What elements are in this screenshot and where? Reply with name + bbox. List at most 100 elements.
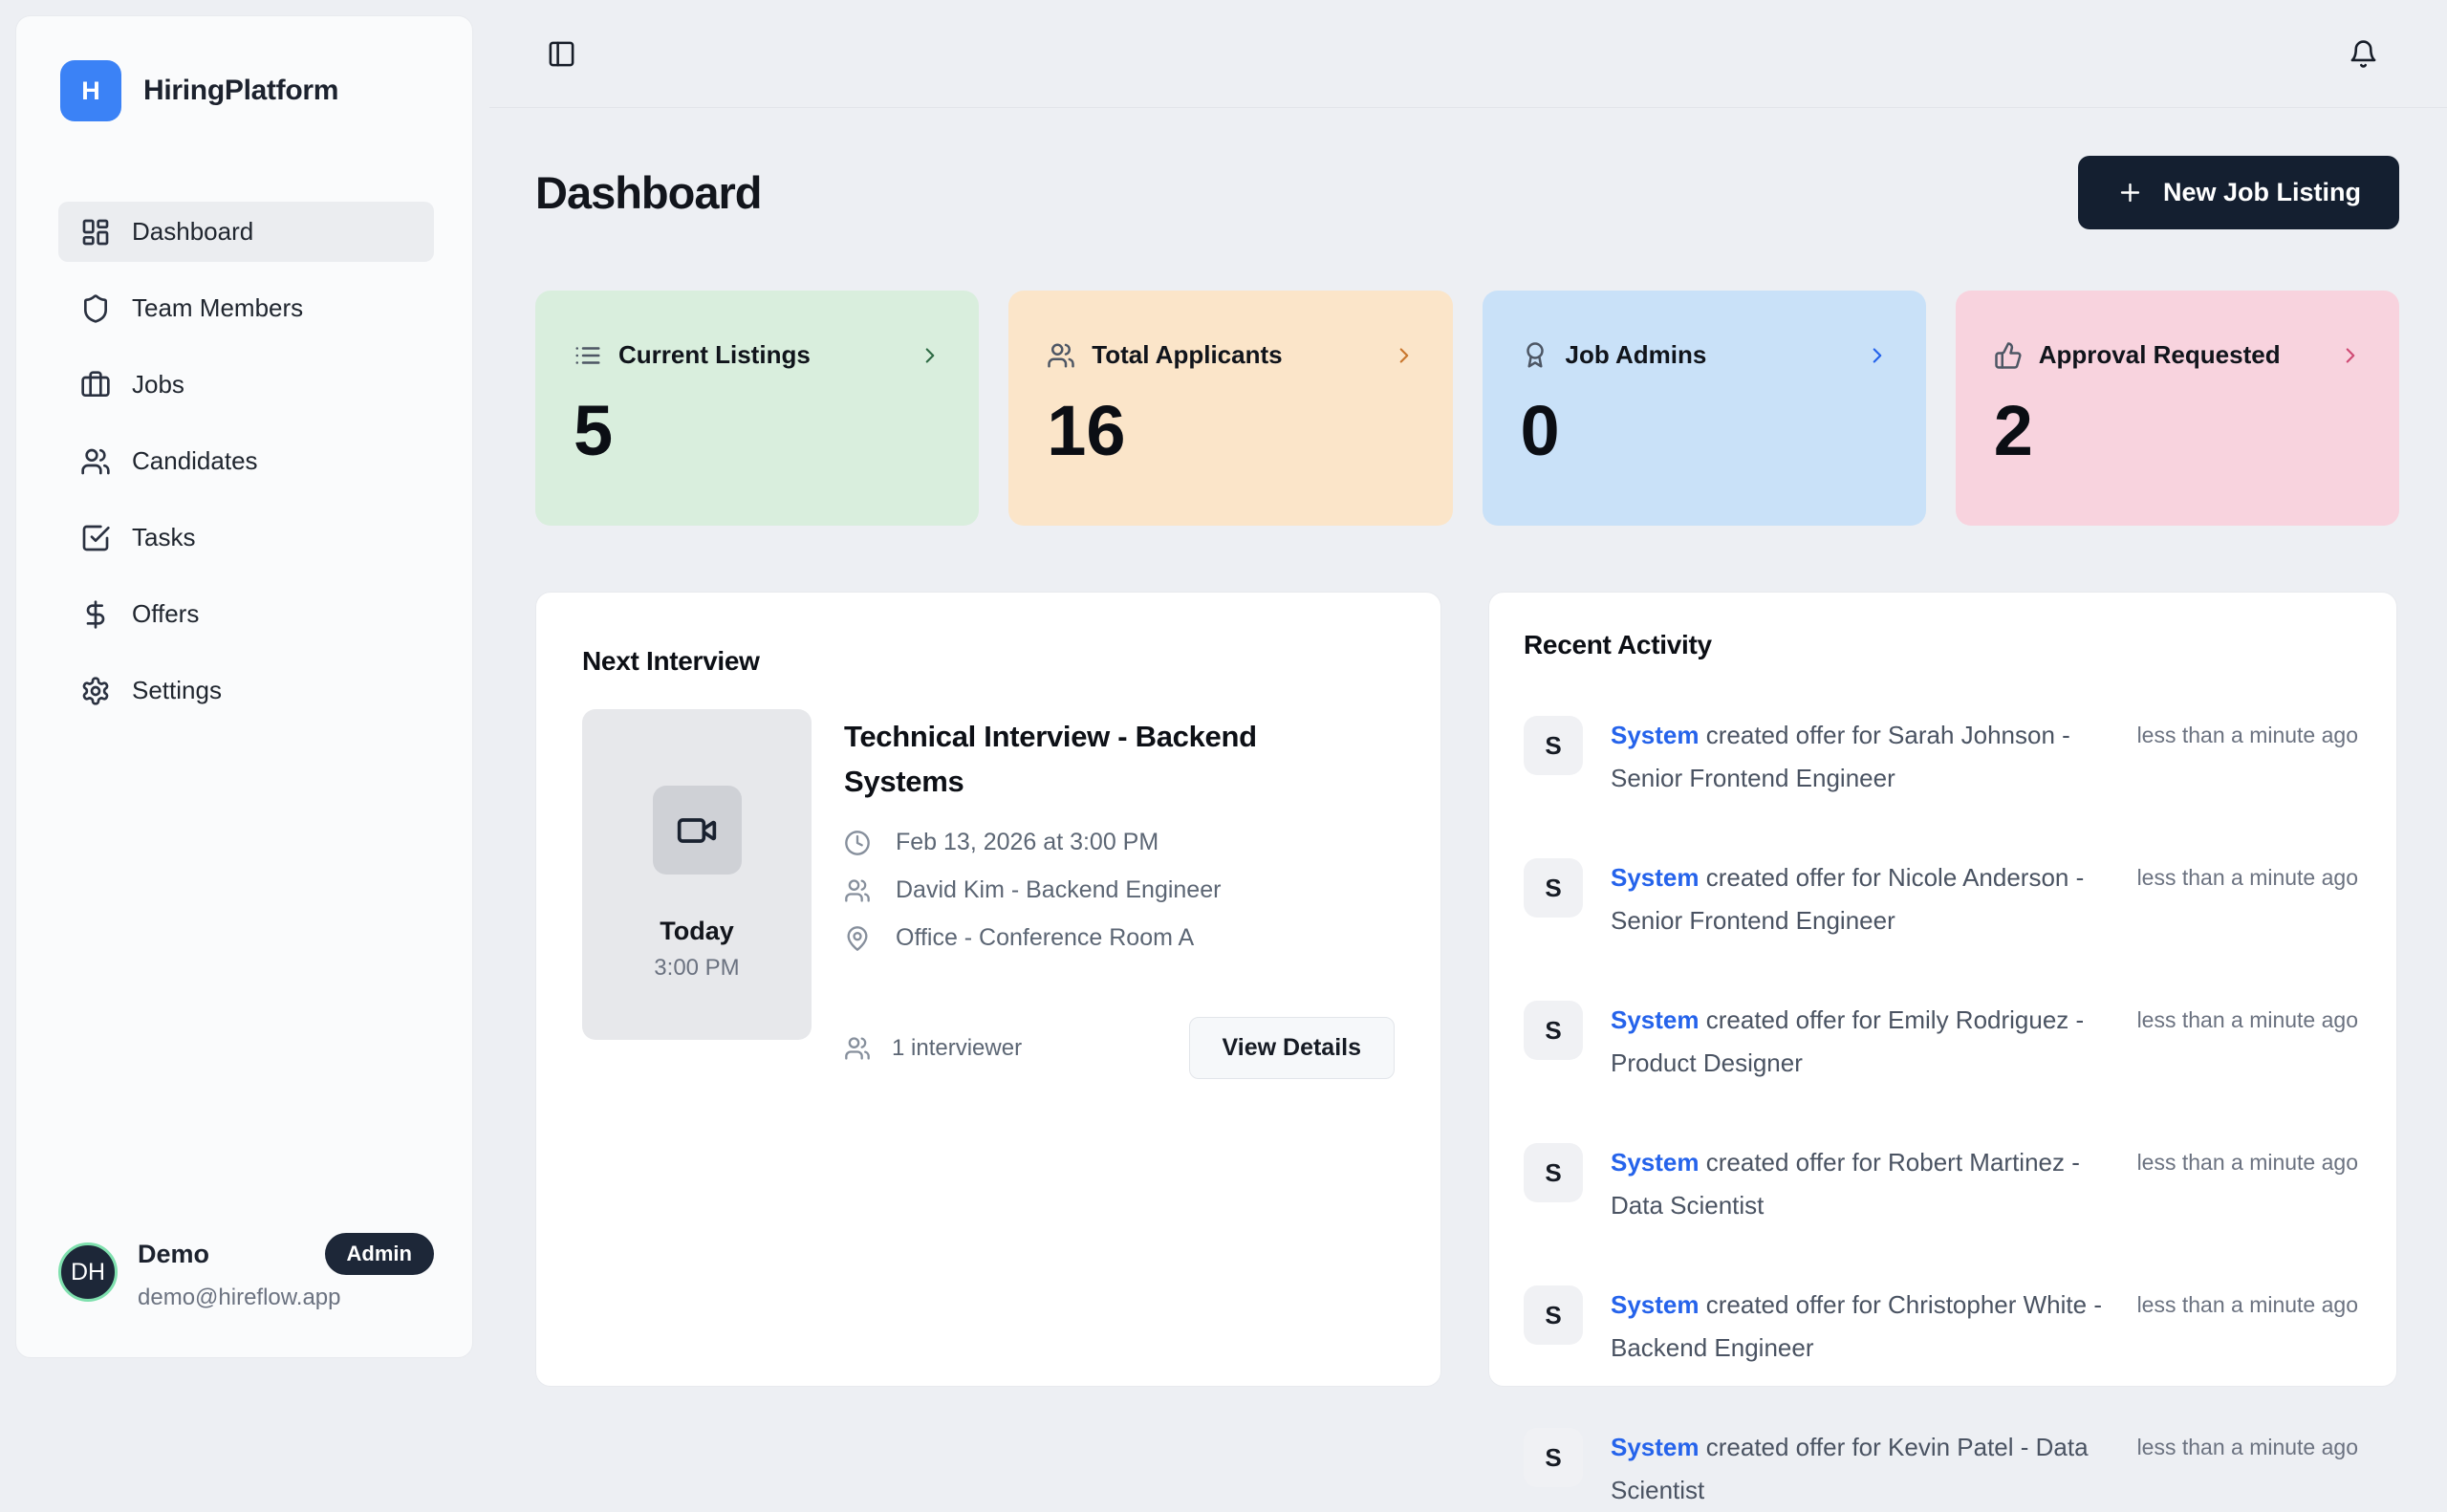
stat-value: 16 [1047,391,1126,470]
new-job-listing-button[interactable]: New Job Listing [2077,156,2399,229]
clock-icon [845,830,870,855]
recent-activity-title: Recent Activity [1524,630,1712,659]
activity-avatar: S [1524,1001,1583,1060]
sidebar-item-team-members[interactable]: Team Members [58,278,434,338]
activity-actor-link[interactable]: System [1611,1005,1700,1034]
activity-item: S System created offer for Christopher W… [1524,1285,2358,1370]
activity-actor-link[interactable]: System [1611,1290,1700,1319]
sidebar-item-label: Settings [132,676,222,704]
activity-avatar: S [1524,716,1583,775]
sidebar-item-offers[interactable]: Offers [58,584,434,644]
stat-card-current-listings[interactable]: Current Listings 5 [535,291,980,526]
activity-item: S System created offer for Emily Rodrigu… [1524,1001,2358,1085]
map-pin-icon [847,925,868,951]
activity-avatar: S [1524,1285,1583,1345]
interviewer-count: 1 interviewer [844,1035,1022,1062]
bell-icon[interactable] [2349,39,2378,69]
topbar [489,0,2447,108]
activity-list: S System created offer for Sarah Johnson… [1524,716,2358,1512]
shield-icon [84,293,107,323]
activity-item: S System created offer for Nicole Anders… [1524,858,2358,942]
sidebar-item-jobs[interactable]: Jobs [58,355,434,415]
users-icon [845,1036,870,1060]
activity-timestamp: less than a minute ago [2136,1435,2358,1459]
chevron-right-icon [2346,347,2355,363]
sidebar-item-settings[interactable]: Settings [58,660,434,721]
users-icon [81,448,110,474]
activity-actor-link[interactable]: System [1611,1148,1700,1177]
user-email: demo@hireflow.app [138,1285,341,1310]
stat-card-job-admins[interactable]: Job Admins 0 [1482,291,1926,526]
users-icon [845,878,870,902]
activity-actor-link[interactable]: System [1611,863,1700,892]
sidebar-item-tasks[interactable]: Tasks [58,508,434,568]
activity-actor-link[interactable]: System [1611,1433,1700,1461]
sidebar-item-dashboard[interactable]: Dashboard [58,202,434,262]
dollar-icon [86,599,105,629]
stat-label: Total Applicants [1092,340,1283,369]
activity-item: S System created offer for Kevin Patel -… [1524,1428,2358,1512]
sidebar-nav: Dashboard Team Members Jobs Candidates T… [58,202,434,721]
users-icon [1048,343,1074,367]
recent-activity-card: Recent Activity S System created offer f… [1488,592,2397,1504]
sidebar-item-label: Candidates [132,446,258,475]
briefcase-icon [81,370,110,397]
activity-actor-link[interactable]: System [1611,721,1700,749]
activity-text: System created offer for Sarah Johnson -… [1611,721,2070,792]
activity-text: System created offer for Nicole Anderson… [1611,863,2085,935]
activity-timestamp: less than a minute ago [2136,723,2358,747]
avatar: DH [58,1242,118,1302]
content: Dashboard New Job Listing Current Listin… [489,108,2447,1504]
brand-logo: H [60,60,121,121]
video-icon [677,817,717,843]
activity-timestamp: less than a minute ago [2136,1150,2358,1175]
sidebar: H HiringPlatform Dashboard Team Members … [15,15,473,1358]
stat-value: 2 [1993,391,2033,470]
next-interview-title: Next Interview [582,646,760,676]
activity-timestamp: less than a minute ago [2136,1007,2358,1032]
interview-time-label: 3:00 PM [654,955,740,981]
list-icon [575,346,600,364]
page-header: Dashboard New Job Listing [535,156,2399,229]
sidebar-item-label: Team Members [132,293,304,322]
interview-date-box: Today 3:00 PM [582,709,812,1040]
next-interview-card: Next Interview Today 3:00 PM Technical I… [535,592,1441,1387]
chevron-right-icon [1873,347,1882,363]
stat-card-total-applicants[interactable]: Total Applicants 16 [1008,291,1453,526]
plus-icon [2120,183,2140,203]
activity-text: System created offer for Kevin Patel - D… [1611,1433,2089,1504]
sidebar-item-label: Dashboard [132,217,254,246]
sidebar-item-label: Jobs [132,370,184,399]
brand-name: HiringPlatform [143,75,339,106]
stat-card-approval-requested[interactable]: Approval Requested 2 [1955,291,2399,526]
stat-label: Job Admins [1565,340,1707,369]
award-icon [1526,341,1544,367]
activity-item: S System created offer for Sarah Johnson… [1524,716,2358,800]
interview-location-row: Office - Conference Room A [844,924,1395,952]
chevron-right-icon [1399,347,1408,363]
activity-text: System created offer for Christopher Whi… [1611,1290,2102,1362]
activity-timestamp: less than a minute ago [2136,1292,2358,1317]
stat-value: 0 [1520,391,1560,470]
activity-text: System created offer for Emily Rodriguez… [1611,1005,2085,1077]
view-details-button[interactable]: View Details [1188,1017,1395,1079]
activity-avatar: S [1524,1143,1583,1202]
thumbs-up-icon [1995,341,2022,369]
sidebar-toggle-icon[interactable] [547,39,576,69]
role-badge: Admin [324,1233,434,1275]
user-profile[interactable]: DH Demo Admin demo@hireflow.app [58,1233,434,1311]
dashboard-icon [82,219,109,245]
activity-item: S System created offer for Robert Martin… [1524,1143,2358,1227]
main-area: Dashboard New Job Listing Current Listin… [489,0,2447,1504]
page-title: Dashboard [535,167,762,218]
check-square-icon [82,525,110,551]
activity-avatar: S [1524,1428,1583,1487]
brand: H HiringPlatform [58,60,434,121]
gear-icon [82,676,109,705]
activity-avatar: S [1524,858,1583,918]
stat-value: 5 [574,391,614,470]
sidebar-item-candidates[interactable]: Candidates [58,431,434,491]
interview-interviewer-row: David Kim - Backend Engineer [844,876,1395,904]
interview-day-label: Today [660,917,734,945]
sidebar-item-label: Offers [132,599,200,628]
